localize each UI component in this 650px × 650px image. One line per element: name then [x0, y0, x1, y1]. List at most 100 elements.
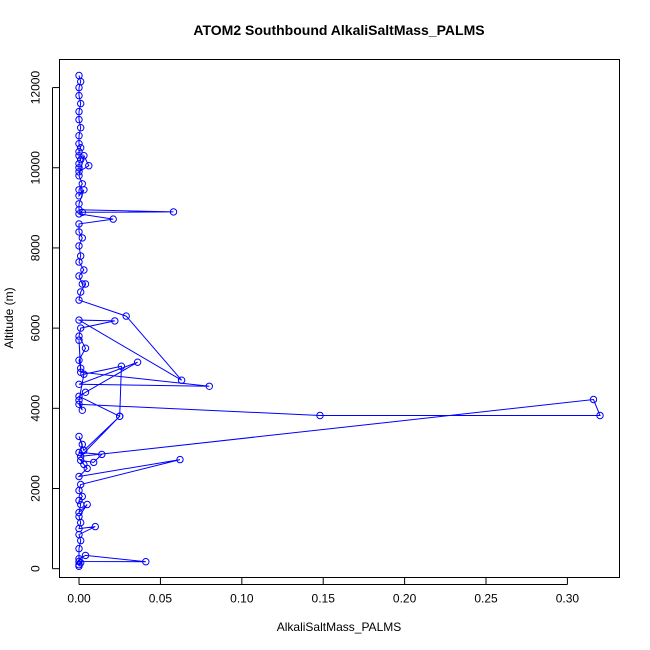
data-point: [75, 220, 83, 228]
data-point: [75, 486, 83, 495]
x-tick-label: 0.25: [474, 592, 498, 606]
data-point: [75, 258, 83, 266]
data-point: [91, 522, 100, 531]
data-point: [83, 500, 91, 509]
data-point: [81, 280, 90, 288]
data-point: [75, 272, 83, 280]
x-tick-label: 0.05: [149, 592, 173, 606]
data-point: [80, 266, 88, 274]
x-axis-label: AlkaliSaltMass_PALMS: [277, 620, 402, 634]
data-point: [75, 562, 83, 570]
data-point: [75, 544, 83, 553]
data-point: [77, 324, 85, 332]
data-point: [78, 280, 87, 288]
data-point: [75, 91, 83, 100]
data-point: [78, 440, 87, 449]
data-point: [98, 450, 106, 459]
y-tick-label: 8000: [29, 234, 43, 261]
data-point: [205, 382, 214, 390]
data-point: [77, 559, 85, 567]
data-point: [75, 356, 83, 364]
data-point: [316, 411, 324, 420]
x-tick-label: 0.30: [556, 592, 580, 606]
data-point: [77, 536, 85, 545]
data-point: [75, 396, 83, 404]
data-point: [75, 160, 83, 168]
y-axis-label: Altitude (m): [2, 287, 16, 348]
data-point: [75, 152, 83, 160]
data-point: [81, 551, 90, 560]
data-point: [75, 83, 83, 92]
data-point: [77, 364, 85, 372]
data-point: [75, 392, 83, 400]
data-point: [75, 168, 83, 176]
data-point: [83, 464, 91, 473]
data-point: [77, 452, 85, 461]
data-point: [122, 312, 130, 320]
data-point: [75, 448, 83, 457]
data-point: [75, 316, 83, 324]
data-point: [90, 458, 98, 467]
data-point: [77, 144, 85, 152]
data-point: [75, 192, 83, 200]
chart-title: ATOM2 Southbound AlkaliSaltMass_PALMS: [193, 22, 484, 38]
y-tick-label: 6000: [29, 314, 43, 341]
data-point: [80, 370, 88, 378]
data-point: [75, 242, 83, 250]
data-point: [75, 380, 83, 388]
data-point: [80, 186, 88, 194]
data-point: [75, 508, 83, 517]
y-tick-label: 10000: [29, 151, 43, 185]
x-tick-label: 0.10: [230, 592, 254, 606]
data-point: [75, 336, 83, 344]
data-point: [75, 115, 83, 124]
data-point: [75, 400, 83, 408]
data-point: [133, 358, 142, 366]
plot-frame: [59, 59, 620, 578]
data-point: [78, 406, 87, 414]
data-point: [75, 228, 83, 236]
x-tick-label: 0.15: [312, 592, 336, 606]
data-point: [75, 432, 83, 441]
y-tick-label: 4000: [29, 395, 43, 422]
x-tick-label: 0.20: [393, 592, 417, 606]
data-point: [75, 172, 83, 180]
data-point: [77, 124, 85, 132]
data-point: [75, 472, 83, 481]
y-axis: 0 2000 4000 6000 8000 10000 12000: [29, 71, 60, 572]
data-point: [75, 557, 83, 566]
data-point: [75, 148, 83, 156]
data-point: [169, 208, 178, 216]
data-point: [75, 140, 83, 148]
data-point: [80, 152, 88, 160]
data-point: [75, 332, 83, 340]
data-point: [596, 411, 604, 420]
y-tick-label: 12000: [29, 71, 43, 105]
data-point: [176, 455, 184, 464]
y-tick-label: 2000: [29, 475, 43, 502]
data-point: [116, 412, 124, 420]
data-point: [85, 162, 93, 170]
data-point: [589, 395, 598, 404]
data-point: [77, 288, 85, 296]
x-axis: 0.00 0.05 0.10 0.15 0.20 0.25 0.30: [67, 577, 580, 606]
data-point: [142, 558, 150, 566]
data-point: [81, 344, 90, 352]
data-point: [177, 376, 186, 384]
data-point: [75, 296, 83, 304]
data-point: [75, 210, 83, 218]
data-point: [77, 99, 85, 108]
data-point: [75, 496, 83, 505]
series-line: [77, 75, 601, 567]
data-point: [75, 132, 83, 140]
y-tick-label: 0: [29, 565, 43, 572]
data-point: [75, 107, 83, 116]
data-point: [109, 215, 117, 223]
series-layer: [75, 71, 604, 570]
data-point: [75, 164, 83, 172]
data-point: [78, 234, 87, 242]
x-tick-label: 0.00: [67, 592, 91, 606]
data-point: [81, 388, 90, 396]
data-point: [111, 317, 119, 325]
